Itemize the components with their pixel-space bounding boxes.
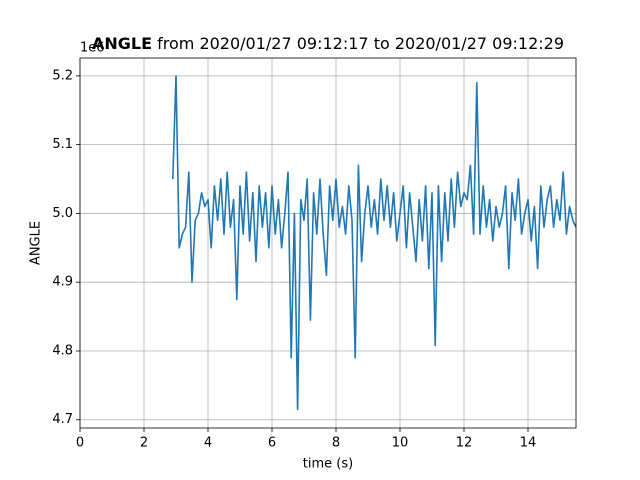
data-line xyxy=(172,75,577,411)
x-tick-label: 10 xyxy=(392,436,409,451)
x-axis-label: time (s) xyxy=(303,457,353,472)
x-tick-label: 14 xyxy=(520,436,537,451)
x-tick-label: 4 xyxy=(204,436,212,451)
y-axis-label: ANGLE xyxy=(29,221,44,265)
y-tick-label: 5.0 xyxy=(52,206,73,221)
plot-frame xyxy=(79,57,577,429)
title-bold: ANGLE xyxy=(92,34,152,53)
y-tick-label: 4.9 xyxy=(52,275,73,290)
x-tick-label: 12 xyxy=(456,436,473,451)
y-tick-label: 5.2 xyxy=(52,68,73,83)
x-tick-label: 6 xyxy=(268,436,276,451)
y-tick-label: 4.8 xyxy=(52,343,73,358)
title-rest: from 2020/01/27 09:12:17 to 2020/01/27 0… xyxy=(152,34,564,53)
x-tick-label: 0 xyxy=(76,436,84,451)
x-tick-label: 8 xyxy=(332,436,340,451)
x-tick-label: 2 xyxy=(140,436,148,451)
y-tick-label: 5.1 xyxy=(52,137,73,152)
offset-text: 1e6 xyxy=(80,41,105,56)
chart-title: ANGLE from 2020/01/27 09:12:17 to 2020/0… xyxy=(92,34,564,53)
y-tick-label: 4.7 xyxy=(52,412,73,427)
